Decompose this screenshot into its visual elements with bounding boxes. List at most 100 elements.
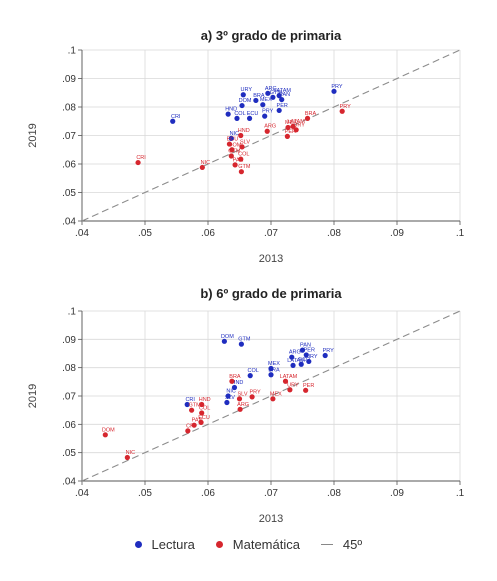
y-tick-label: .09 (62, 335, 76, 346)
legend: Lectura Matemática 45º (0, 536, 497, 552)
data-point-label: SLV (225, 395, 235, 401)
data-point-label: BRA (268, 367, 280, 373)
y-tick-label: .1 (68, 46, 77, 57)
data-point-label: URY (241, 87, 253, 93)
data-point-label: NIC (201, 160, 211, 166)
data-point-matematica (249, 394, 255, 400)
x-tick-label: .1 (456, 488, 465, 499)
data-point-matematica (290, 123, 296, 129)
x-tick-label: .09 (390, 228, 404, 239)
data-point-matematica (239, 144, 245, 150)
data-point-lectura (331, 88, 337, 94)
data-point-label: ARG (264, 124, 276, 130)
data-point-lectura (298, 361, 304, 367)
data-point-lectura (253, 97, 259, 104)
data-point-label: DOM (102, 427, 115, 433)
data-point-lectura (290, 362, 296, 368)
data-point-lectura (221, 338, 227, 344)
data-point-label: PRY (262, 109, 274, 115)
data-point-label: CRI (171, 114, 181, 120)
data-point-lectura (260, 102, 266, 108)
chart-title: b) 6º grado de primaria (200, 286, 342, 301)
data-point-matematica (236, 396, 243, 402)
y-tick-label: .06 (62, 420, 76, 431)
data-point-label: PRY (323, 348, 335, 354)
data-point-lectura (268, 372, 274, 378)
data-point-label: ARG (237, 402, 249, 408)
data-point-label: GTM (238, 164, 251, 170)
data-point-label: MEX (260, 97, 272, 103)
data-point-lectura (234, 115, 240, 121)
y-axis-label: 2019 (27, 123, 39, 147)
data-point-matematica (189, 407, 195, 413)
data-point-matematica (238, 169, 244, 175)
data-point-lectura (276, 93, 282, 99)
data-point-label: BRA (253, 93, 265, 99)
x-tick-label: .1 (456, 228, 465, 239)
data-point-label: MEX (270, 391, 282, 397)
data-point-lectura (225, 393, 231, 399)
y-tick-label: .05 (62, 448, 76, 459)
data-point-label: GTM (189, 403, 202, 409)
x-tick-label: .08 (327, 488, 341, 499)
data-point-lectura (224, 399, 230, 406)
data-point-label: PAN (279, 92, 290, 98)
data-point-label: PER (303, 383, 314, 389)
data-point-label: NIC (226, 389, 236, 395)
data-point-label: GTM (228, 149, 241, 155)
data-point-matematica (238, 132, 244, 139)
data-point-label: ECU (198, 415, 210, 421)
data-point-label: COL (199, 406, 210, 412)
x-axis-label: 2013 (259, 513, 283, 525)
data-point-matematica (264, 128, 270, 134)
x-axis-label: 2013 (259, 253, 283, 265)
data-point-label: ARG (265, 86, 277, 92)
data-point-label: DOM (229, 142, 242, 148)
data-point-matematica (199, 410, 205, 416)
y-tick-label: .04 (62, 477, 76, 488)
data-point-matematica (303, 387, 309, 393)
data-point-label: SLV (240, 139, 250, 145)
x-tick-label: .05 (138, 228, 152, 239)
data-point-label: PRY (249, 389, 261, 395)
data-point-matematica (285, 124, 291, 131)
data-point-label: URY (306, 354, 318, 360)
x-tick-label: .04 (75, 488, 89, 499)
data-point-label: MEX (268, 361, 280, 367)
data-point-label: LATAM (280, 374, 298, 380)
data-point-matematica (124, 454, 130, 461)
data-point-label: PER (304, 347, 315, 353)
data-point-matematica (135, 159, 141, 166)
data-point-label: BRA (305, 111, 317, 117)
data-point-lectura (225, 111, 231, 117)
legend-reference-label: 45º (342, 537, 363, 553)
data-point-label: PER (277, 103, 288, 109)
data-point-matematica (237, 406, 243, 412)
data-point-label: ARG (289, 350, 301, 356)
data-point-label: NIC (126, 450, 136, 456)
data-point-matematica (191, 422, 197, 428)
data-point-label: BRA (229, 374, 241, 380)
data-point-lectura (279, 96, 285, 103)
data-point-matematica (287, 387, 293, 393)
x-tick-label: .08 (327, 228, 341, 239)
data-point-label: HND (199, 397, 211, 403)
legend-lectura-label: Lectura (151, 537, 195, 553)
legend-matematica-label: Matemática (232, 537, 300, 553)
x-tick-label: .04 (75, 228, 89, 239)
data-point-label: ECU (227, 137, 239, 143)
data-point-label: ECU (298, 357, 310, 363)
data-point-matematica (339, 108, 345, 114)
data-point-lectura (238, 341, 244, 347)
reference-line-45 (81, 49, 461, 222)
y-tick-label: .04 (62, 217, 76, 228)
data-point-matematica (229, 147, 235, 153)
data-point-label: HND (231, 380, 243, 386)
data-point-matematica (293, 127, 299, 133)
chart-panel-1: a) 3º grado de primaria .04 .05 .06 .07 .08 .0… (27, 28, 465, 265)
data-point-label: CRI (186, 423, 196, 429)
data-point-lectura (231, 384, 238, 391)
data-point-lectura (240, 92, 246, 98)
data-point-matematica (229, 378, 235, 384)
